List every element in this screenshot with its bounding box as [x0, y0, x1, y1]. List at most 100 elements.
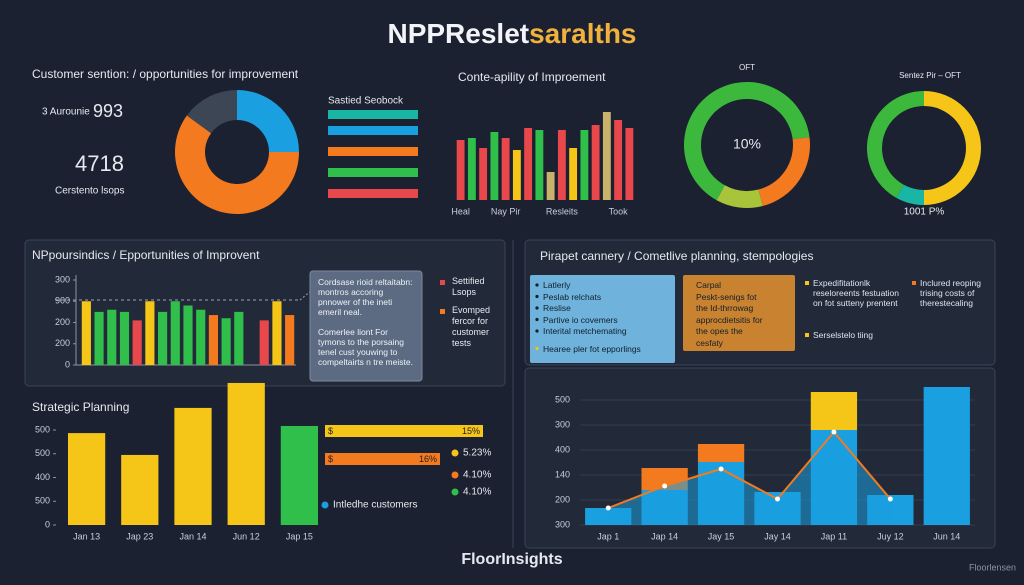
card-text: cesfaty — [696, 337, 723, 348]
bar — [280, 425, 319, 525]
card — [683, 275, 795, 351]
bullet — [912, 281, 916, 285]
chart-title: Conte-apility of Improement — [458, 70, 606, 84]
x-tick-label: Jan 14 — [179, 531, 206, 541]
y-tick-label: 200 — [55, 338, 70, 348]
card-text: approcdietsitis for — [696, 314, 763, 325]
bar — [501, 138, 510, 200]
legend-bar — [328, 168, 418, 177]
bar — [121, 454, 159, 525]
y-tick-label: 300 — [555, 519, 570, 529]
legend-bar — [328, 126, 418, 135]
card-text: Partive io covemers — [543, 314, 618, 325]
card-text: Peskt-senigs fot — [696, 291, 757, 302]
bar — [208, 315, 218, 365]
bar — [524, 128, 533, 200]
bar — [625, 128, 634, 200]
legend-bar — [328, 147, 418, 156]
rate-symbol: $ — [328, 426, 333, 436]
x-tick-label: Jan 13 — [73, 531, 100, 541]
title-main: NPPReslet — [387, 18, 529, 49]
card — [530, 275, 675, 363]
bullet — [535, 283, 539, 287]
card-text: Inclured reoping trising costs of theres… — [920, 278, 981, 308]
bullet — [535, 306, 539, 310]
point — [775, 496, 780, 502]
donut-label: Sentez Pir – OFT — [899, 71, 961, 80]
bar — [546, 172, 555, 200]
y-tick-label: 500 — [35, 424, 50, 434]
legend-label: Settified Lsops — [452, 276, 485, 297]
legend-swatch — [440, 309, 445, 314]
donut-segment — [758, 137, 810, 207]
kpi-value: 4718 — [75, 151, 124, 176]
bar — [81, 301, 91, 365]
bullet — [805, 333, 809, 337]
donut-segment — [867, 91, 924, 198]
card-text: Interital metchemating — [543, 326, 627, 336]
line — [607, 430, 892, 509]
rate-label: 15% — [462, 426, 480, 436]
bar — [535, 130, 544, 200]
x-tick-label: Jap 11 — [821, 531, 847, 541]
legend-label: 4.10% — [463, 487, 491, 498]
bar — [272, 301, 282, 365]
y-tick-label: 500 — [555, 394, 570, 404]
bar — [923, 387, 970, 525]
bullet — [805, 281, 809, 285]
y-tick-label: 400 — [35, 472, 50, 482]
bar — [183, 305, 193, 365]
bar — [221, 318, 231, 365]
bar — [107, 309, 117, 365]
y-tick-label: 500 — [35, 448, 50, 458]
legend-bar — [328, 110, 418, 119]
card-text: the opes the — [696, 326, 743, 336]
page-title: NPPResletsaralths — [387, 18, 636, 49]
y-tick-label: 140 — [555, 469, 570, 479]
bar — [158, 311, 168, 365]
donut-label: OFT — [739, 63, 755, 72]
bar — [145, 301, 155, 365]
legend-bar — [328, 189, 418, 198]
bullet — [535, 346, 539, 351]
card-text: Serselstelo tiing — [813, 330, 874, 340]
legend-label: Intledhe customers — [333, 500, 418, 511]
note-box — [309, 270, 423, 382]
bar — [569, 148, 578, 200]
card-text: the Id-thrrowag — [696, 303, 754, 313]
x-tick-label: Jap 23 — [126, 531, 153, 541]
legend-title: Sastied Seobock — [328, 96, 404, 107]
y-tick-label: 900 — [55, 296, 70, 306]
y-tick-label: 200 — [55, 317, 70, 327]
bar — [132, 320, 142, 365]
y-tick-label: 0 — [65, 359, 70, 369]
donut-segment — [924, 91, 981, 205]
donut-segment — [684, 82, 810, 201]
bar — [227, 382, 265, 525]
rate-symbol: $ — [328, 454, 333, 464]
donut-segment — [186, 89, 237, 134]
note-text: Comerlee liont For tymons to the porsain… — [318, 327, 413, 367]
point — [718, 466, 724, 472]
center-label: 10% — [733, 136, 761, 152]
bullet — [535, 317, 539, 322]
card-text: Reslise — [543, 303, 571, 313]
y-tick-label: 500 — [35, 496, 50, 506]
chart-title: Customer sention: / opportunities for im… — [32, 67, 299, 81]
bar — [94, 311, 104, 365]
bar — [512, 150, 521, 200]
chart-title: NPpoursindics / Epportunities of Improve… — [32, 248, 260, 262]
kpi-label: 3 Aurounie — [42, 107, 90, 118]
x-tick-label: Took — [609, 206, 629, 216]
bar — [196, 309, 206, 365]
legend-swatch — [440, 280, 445, 285]
bar — [174, 407, 212, 525]
card-text: Expedifitationlk reseloreents festuation… — [813, 278, 899, 308]
bullet — [535, 294, 539, 299]
bar — [580, 130, 589, 200]
rate-bar — [325, 453, 440, 465]
title-accent: saralths — [529, 18, 636, 49]
donut-segment — [896, 184, 924, 205]
